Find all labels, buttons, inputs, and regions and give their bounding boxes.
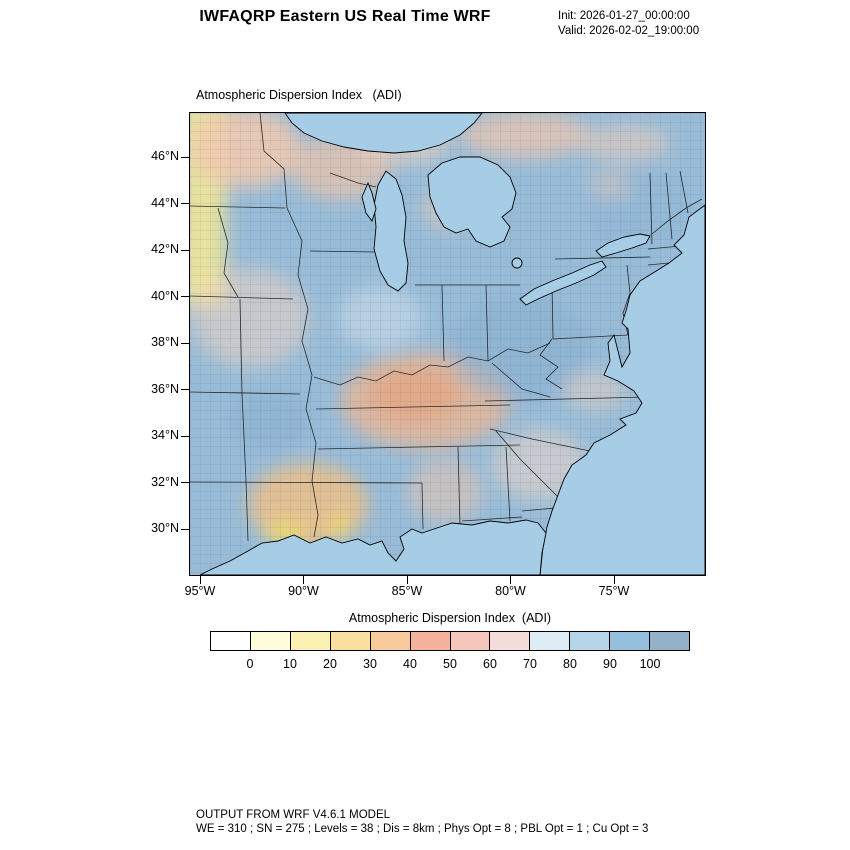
- map-panel-title: Atmospheric Dispersion Index (ADI): [196, 88, 402, 102]
- lat-tick-label: 44°N: [151, 195, 179, 210]
- lat-tick-label: 38°N: [151, 335, 179, 349]
- lon-tick: [199, 576, 201, 584]
- state-borders: [190, 113, 703, 542]
- lat-tick: [181, 342, 189, 344]
- lat-tick: [181, 203, 189, 204]
- valid-time: Valid: 2026-02-02_19:00:00: [558, 25, 700, 37]
- lon-tick-label: 85°W: [391, 584, 423, 598]
- lake-huron: [427, 156, 517, 248]
- colorbar-tick-label: 0: [246, 657, 254, 671]
- colorbar-tick-label: 10: [283, 657, 297, 671]
- colorbar-tick-label: 100: [639, 657, 661, 671]
- run-times: Init: 2026-01-27_00:00:00 Valid: 2026-02…: [558, 9, 699, 39]
- colorbar-tick-label: 80: [563, 657, 577, 671]
- colorbar-box: [489, 632, 530, 650]
- plot-title: IWFAQRP Eastern US Real Time WRF: [199, 8, 491, 25]
- colorbar-box: [529, 632, 570, 650]
- lat-tick-label: 40°N: [151, 288, 179, 303]
- gulf-of-mexico: [199, 519, 547, 575]
- lat-tick-label: 30°N: [151, 521, 179, 535]
- lon-tick: [406, 576, 408, 584]
- colorbar-box: [329, 632, 370, 650]
- lat-tick: [181, 156, 189, 158]
- lake-ontario: [595, 233, 651, 258]
- colorbar-box: [609, 632, 650, 650]
- colorbar-box: [369, 632, 410, 650]
- colorbar-box: [409, 632, 450, 650]
- colorbar-box: [449, 632, 490, 650]
- lat-tick-label: 42°N: [151, 242, 179, 256]
- colorbar-tick-label: 60: [483, 657, 497, 671]
- init-time: Init: 2026-01-27_00:00:00: [558, 10, 690, 22]
- colorbar-box: [289, 632, 330, 650]
- lat-tick-label: 34°N: [151, 428, 179, 442]
- lon-tick-label: 95°W: [184, 584, 216, 598]
- lat-tick: [181, 296, 189, 297]
- lake-st-clair: [511, 257, 523, 269]
- green-bay: [361, 181, 377, 222]
- lake-superior: [284, 113, 483, 154]
- lat-tick: [181, 249, 189, 251]
- footer-notes: OUTPUT FROM WRF V4.6.1 MODEL WE = 310 ; …: [196, 808, 648, 836]
- lon-tick: [303, 576, 304, 584]
- lat-tick: [181, 435, 189, 437]
- map-frame: [189, 112, 706, 576]
- map-canvas: [190, 113, 705, 575]
- lon-tick-label: 90°W: [288, 584, 319, 598]
- lon-tick: [613, 576, 615, 584]
- colorbar: [210, 631, 690, 651]
- colorbar-tick-label: 90: [603, 657, 617, 671]
- lon-tick-label: 80°W: [495, 584, 526, 598]
- colorbar-box: [249, 632, 290, 650]
- lon-tick: [510, 576, 511, 584]
- colorbar-tick-label: 30: [363, 657, 377, 671]
- colorbar-title: Atmospheric Dispersion Index (ADI): [348, 611, 552, 625]
- colorbar-box: [211, 632, 250, 650]
- colorbar-tick-label: 50: [443, 657, 457, 671]
- lat-tick-label: 46°N: [151, 149, 179, 163]
- lat-tick-label: 32°N: [151, 474, 179, 489]
- footer-line1: OUTPUT FROM WRF V4.6.1 MODEL: [196, 809, 391, 821]
- lat-tick: [181, 389, 189, 390]
- footer-line2: WE = 310 ; SN = 275 ; Levels = 38 ; Dis …: [196, 823, 649, 835]
- water-bodies: [199, 113, 705, 575]
- lat-tick: [181, 482, 189, 483]
- lon-tick-label: 75°W: [598, 584, 630, 598]
- colorbar-box: [649, 632, 690, 650]
- colorbar-tick-label: 20: [323, 657, 337, 671]
- lat-tick-label: 36°N: [151, 381, 179, 396]
- colorbar-tick-label: 40: [403, 657, 417, 671]
- colorbar-tick-label: 70: [523, 657, 537, 671]
- atlantic-ocean: [539, 204, 705, 575]
- lake-erie: [519, 260, 607, 306]
- colorbar-box: [569, 632, 610, 650]
- lat-tick: [181, 528, 189, 530]
